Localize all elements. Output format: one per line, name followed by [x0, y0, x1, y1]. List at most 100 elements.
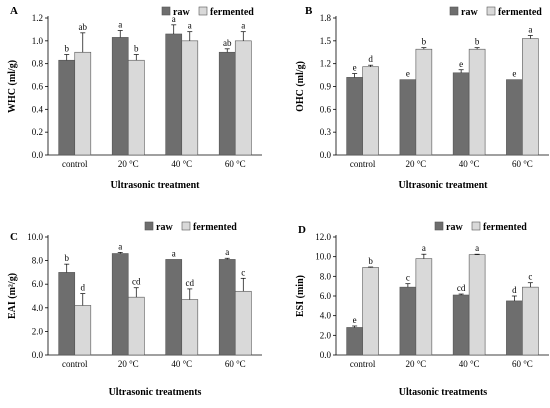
bar-raw	[452, 294, 470, 356]
legend-label: raw	[446, 222, 463, 233]
x-tick-label: 20 °C	[405, 359, 426, 369]
bar-fermented	[127, 296, 145, 356]
legend: raw fermented	[161, 6, 254, 18]
x-tick-label: 60 °C	[512, 159, 533, 169]
y-axis-label: OHC (ml/g)	[295, 61, 306, 112]
significance-label: ab	[79, 22, 88, 32]
y-tick-label: 2.0	[320, 330, 332, 340]
significance-label: ab	[223, 38, 232, 48]
legend: raw fermented	[144, 221, 237, 233]
bar-raw	[399, 79, 417, 156]
y-tick-label: 0.2	[32, 127, 43, 137]
bar-raw	[506, 300, 523, 356]
x-tick-label: 40 °C	[459, 159, 480, 169]
bar-fermented	[362, 66, 379, 156]
panel-letter: D	[298, 224, 306, 236]
y-axis-label: ESI (min)	[295, 275, 306, 317]
y-tick-label: 2.0	[32, 326, 44, 336]
bar-fermented	[74, 51, 92, 156]
significance-label: b	[368, 256, 373, 266]
y-tick-label: 0.0	[32, 150, 44, 160]
significance-label: c	[241, 267, 245, 277]
significance-label: cd	[132, 277, 141, 287]
y-tick-label: 0.0	[320, 350, 332, 360]
panel-letter: B	[305, 5, 313, 17]
significance-label: b	[64, 44, 69, 54]
significance-label: d	[512, 285, 517, 295]
significance-label: a	[118, 241, 122, 251]
x-tick-label: 60 °C	[225, 359, 246, 369]
panel-letter: C	[10, 231, 18, 243]
significance-label: e	[353, 315, 357, 325]
legend-label: raw	[173, 7, 190, 18]
panel-c: C 0.0 2.0 4.0 6.0 8.0 10.0 EAI (m²/g) Ultrasonic…	[7, 221, 262, 398]
bar-fermented	[468, 254, 486, 356]
significance-label: a	[241, 21, 245, 31]
legend-label: fermented	[193, 222, 237, 233]
x-tick-label: control	[350, 159, 376, 169]
x-tick-label: 20 °C	[118, 359, 139, 369]
significance-label: c	[406, 273, 410, 283]
x-axis-label: Ultrasonic treatment	[399, 180, 489, 191]
significance-label: a	[422, 243, 426, 253]
significance-label: a	[172, 248, 176, 258]
legend-label: fermented	[210, 7, 254, 18]
x-tick-label: 60 °C	[225, 159, 246, 169]
significance-label: e	[512, 69, 516, 79]
bar-fermented	[74, 305, 92, 356]
significance-label: e	[459, 59, 463, 69]
legend-swatch-raw	[449, 6, 459, 16]
bar-raw	[399, 286, 417, 356]
x-axis-label: Ultasonic treatments	[399, 387, 488, 398]
bar-fermented	[234, 290, 252, 356]
y-tick-label: 0.8	[32, 59, 44, 69]
y-tick-label: 12.0	[315, 232, 331, 242]
y-tick-label: 0.0	[320, 150, 332, 160]
significance-label: e	[406, 69, 410, 79]
x-tick-label: control	[350, 359, 376, 369]
panel-a: A 0.0 0.2 0.4 0.6 0.8 1.0 1.2 WHC (ml/g) Ultrason…	[7, 5, 262, 191]
legend-swatch-raw	[144, 221, 154, 231]
bar-raw	[218, 259, 236, 356]
panel-d: D 0.0 2.0 4.0 6.0 8.0 10.0 12.0 ESI (min) Ultason…	[295, 221, 549, 398]
legend-swatch-fermented	[181, 221, 191, 231]
x-tick-label: control	[62, 359, 88, 369]
legend-label: fermented	[498, 7, 542, 18]
y-tick-label: 10.0	[315, 252, 331, 262]
bar-fermented	[181, 299, 199, 356]
bar-raw	[111, 253, 129, 356]
y-tick-label: 10.0	[27, 232, 43, 242]
legend-label: raw	[461, 7, 478, 18]
legend: raw fermented	[434, 221, 527, 233]
y-tick-label: 0.4	[32, 104, 44, 114]
bar-fermented	[127, 59, 145, 156]
y-tick-label: 1.8	[320, 13, 332, 23]
y-tick-label: 1.5	[320, 36, 332, 46]
y-tick-label: 0.6	[320, 104, 332, 114]
bar-fermented	[234, 40, 252, 156]
y-tick-label: 8.0	[32, 256, 44, 266]
legend-swatch-fermented	[471, 221, 481, 231]
significance-label: c	[528, 272, 532, 282]
panel-letter: A	[10, 5, 18, 17]
bar-raw	[165, 33, 183, 156]
significance-label: a	[172, 14, 176, 24]
legend: raw fermented	[449, 6, 542, 18]
y-tick-label: 0.6	[32, 82, 44, 92]
bar-fermented	[415, 48, 433, 156]
legend-label: fermented	[483, 222, 527, 233]
significance-label: d	[81, 283, 86, 293]
y-tick-label: 6.0	[320, 291, 332, 301]
significance-label: a	[475, 243, 479, 253]
y-tick-label: 0.3	[320, 127, 332, 137]
significance-label: a	[118, 20, 122, 30]
significance-label: b	[134, 44, 139, 54]
bar-raw	[218, 51, 236, 156]
x-tick-label: 60 °C	[512, 359, 533, 369]
bar-raw	[452, 72, 470, 156]
bar-fermented	[522, 286, 539, 356]
x-axis-label: Ultrasonic treatments	[109, 387, 202, 398]
legend-swatch-fermented	[198, 6, 208, 16]
legend-swatch-raw	[161, 6, 171, 16]
legend-swatch-raw	[434, 221, 444, 231]
